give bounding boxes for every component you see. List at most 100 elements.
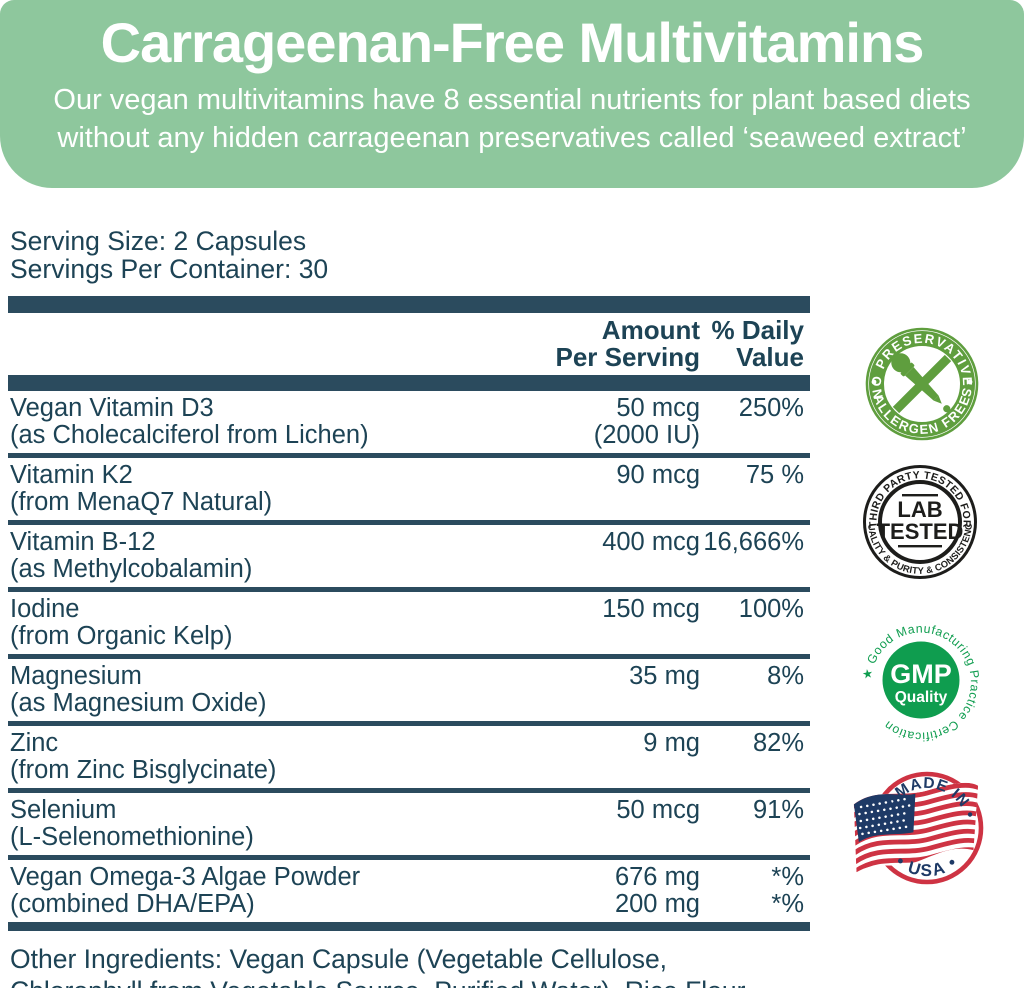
table-row: Vitamin K2 (from MenaQ7 Natural) 90 mcg … (8, 458, 810, 525)
nutrient-name: Vegan Omega-3 Algae Powder (10, 863, 361, 891)
nutrient-detail: (L-Selenomethionine) (10, 823, 254, 851)
table-row: Magnesium (as Magnesium Oxide) 35 mg 8% (8, 659, 810, 726)
amount-value: 50 mcg (616, 796, 700, 824)
daily-value: 250% (738, 394, 804, 422)
amount-cell: 50 mcg (542, 797, 700, 851)
daily-value-cell: *% *% (700, 864, 804, 918)
header-amount-line2: Per Serving (555, 342, 700, 372)
badge-center-line2: TESTED (877, 519, 964, 544)
table-rule-header-bottom (8, 375, 810, 391)
serving-info: Serving Size: 2 Capsules Servings Per Co… (10, 227, 1024, 283)
amount-cell: 400 mcg (542, 529, 700, 583)
nutrient-detail: (from Organic Kelp) (10, 622, 233, 650)
daily-value-cell: 91% (700, 797, 804, 851)
header-amount-line1: Amount (601, 315, 700, 345)
nutrient-detail: (from MenaQ7 Natural) (10, 488, 273, 516)
table-row: Vegan Vitamin D3 (as Cholecalciferol fro… (8, 391, 810, 458)
other-ingredients-line1: Other Ingredients: Vegan Capsule (Vegeta… (10, 944, 668, 974)
amount-value: 150 mcg (602, 595, 700, 623)
amount-value: 676 mg (614, 863, 700, 891)
banner-subtitle: Our vegan multivitamins have 8 essential… (0, 81, 1024, 158)
nutrient-name-cell: Vegan Omega-3 Algae Powder (combined DHA… (10, 864, 542, 918)
gmp-quality-badge: ★ Good Manufacturing Practice Certificat… (846, 605, 996, 755)
table-row: Selenium (L-Selenomethionine) 50 mcg 91% (8, 793, 810, 860)
nutrient-name-cell: Selenium (L-Selenomethionine) (10, 797, 542, 851)
table-header: Amount Per Serving % Daily Value (8, 313, 810, 375)
nutrient-name-cell: Magnesium (as Magnesium Oxide) (10, 663, 542, 717)
other-ingredients-line2: Chlorophyll from Vegetable Source, Purif… (10, 975, 820, 988)
daily-value: 91% (752, 796, 804, 824)
badge-center-line1: GMP (890, 659, 952, 689)
nutrient-name-cell: Zinc (from Zinc Bisglycinate) (10, 730, 542, 784)
table-rule-top (8, 296, 810, 313)
no-preservatives-icon: NO PRESERVATIVES ALLERGEN FREE (865, 327, 979, 441)
nutrient-name: Vegan Vitamin D3 (10, 394, 214, 422)
daily-value-cell: 75 % (700, 462, 804, 516)
nutrient-name-cell: Vitamin K2 (from MenaQ7 Natural) (10, 462, 542, 516)
nutrient-detail: (as Magnesium Oxide) (10, 689, 267, 717)
daily-value: *% (771, 863, 804, 891)
nutrient-name: Selenium (10, 796, 117, 824)
banner-subtitle-line1: Our vegan multivitamins have 8 essential… (53, 83, 971, 116)
daily-value: 16,666% (703, 528, 804, 556)
banner-subtitle-line2: without any hidden carrageenan preservat… (57, 122, 967, 155)
amount-cell: 35 mg (542, 663, 700, 717)
dropper-icon (891, 353, 952, 414)
amount-value: 9 mg (643, 729, 700, 757)
nutrient-detail: (as Methylcobalamin) (10, 555, 253, 583)
amount-value: 90 mcg (616, 461, 700, 489)
daily-value: 8% (767, 662, 804, 690)
nutrient-detail: (from Zinc Bisglycinate) (10, 756, 277, 784)
daily-value: 75 % (745, 461, 804, 489)
table-row: Vitamin B-12 (as Methylcobalamin) 400 mc… (8, 525, 810, 592)
header-dv-line2: Value (736, 342, 804, 372)
amount-cell: 90 mcg (542, 462, 700, 516)
lab-tested-badge: • THIRD PARTY TESTED FOR • QUALITY & PUR… (845, 447, 995, 597)
other-ingredients: Other Ingredients: Vegan Capsule (Vegeta… (10, 943, 820, 988)
page-title: Carrageenan-Free Multivitamins (100, 11, 925, 74)
amount-cell: 676 mg 200 mg (542, 864, 700, 918)
nutrient-name: Vitamin B-12 (10, 528, 156, 556)
nutrient-name-cell: Vegan Vitamin D3 (as Cholecalciferol fro… (10, 395, 542, 449)
amount-value: 400 mcg (602, 528, 700, 556)
servings-per-container: Servings Per Container: 30 (10, 254, 329, 284)
serving-size: Serving Size: 2 Capsules (10, 226, 307, 256)
daily-value: 82% (752, 729, 804, 757)
gmp-icon: ★ Good Manufacturing Practice Certificat… (860, 622, 982, 744)
amount-value-2: 200 mg (614, 890, 700, 918)
amount-cell: 9 mg (542, 730, 700, 784)
amount-value-2: (2000 IU) (593, 421, 700, 449)
daily-value: 100% (738, 595, 804, 623)
daily-value-cell: 250% (700, 395, 804, 449)
nutrient-detail: (as Cholecalciferol from Lichen) (10, 421, 369, 449)
daily-value-cell: 16,666% (700, 529, 804, 583)
table-row: Iodine (from Organic Kelp) 150 mcg 100% (8, 592, 810, 659)
amount-cell: 50 mcg (2000 IU) (542, 395, 700, 449)
nutrient-name-cell: Vitamin B-12 (as Methylcobalamin) (10, 529, 542, 583)
badge-center-line1: LAB (897, 497, 942, 522)
made-in-usa-icon: • MADE IN • • USA • (852, 771, 984, 885)
nutrient-detail: (combined DHA/EPA) (10, 890, 255, 918)
made-in-usa-badge: • MADE IN • • USA • (851, 753, 1001, 903)
header-banner: Carrageenan-Free Multivitamins Our vegan… (0, 0, 1024, 188)
nutrient-name: Magnesium (10, 662, 142, 690)
nutrient-name: Zinc (10, 729, 59, 757)
header-dv-line1: % Daily (711, 315, 805, 345)
amount-value: 50 mcg (616, 394, 700, 422)
daily-value-2: *% (771, 890, 804, 918)
table-row: Zinc (from Zinc Bisglycinate) 9 mg 82% (8, 726, 810, 793)
nutrient-name-cell: Iodine (from Organic Kelp) (10, 596, 542, 650)
supplement-facts-table: Amount Per Serving % Daily Value Vegan V… (8, 296, 810, 931)
us-flag-icon (852, 782, 983, 873)
lab-tested-icon: • THIRD PARTY TESTED FOR • QUALITY & PUR… (845, 447, 977, 579)
badge-center-line2: Quality (895, 689, 948, 706)
table-row: Vegan Omega-3 Algae Powder (combined DHA… (8, 860, 810, 931)
daily-value-cell: 100% (700, 596, 804, 650)
header-spacer (8, 317, 542, 371)
header-daily-value: % Daily Value (700, 315, 805, 372)
amount-cell: 150 mcg (542, 596, 700, 650)
daily-value-cell: 8% (700, 663, 804, 717)
no-preservatives-badge: NO PRESERVATIVES ALLERGEN FREE (847, 309, 997, 459)
nutrient-name: Vitamin K2 (10, 461, 133, 489)
